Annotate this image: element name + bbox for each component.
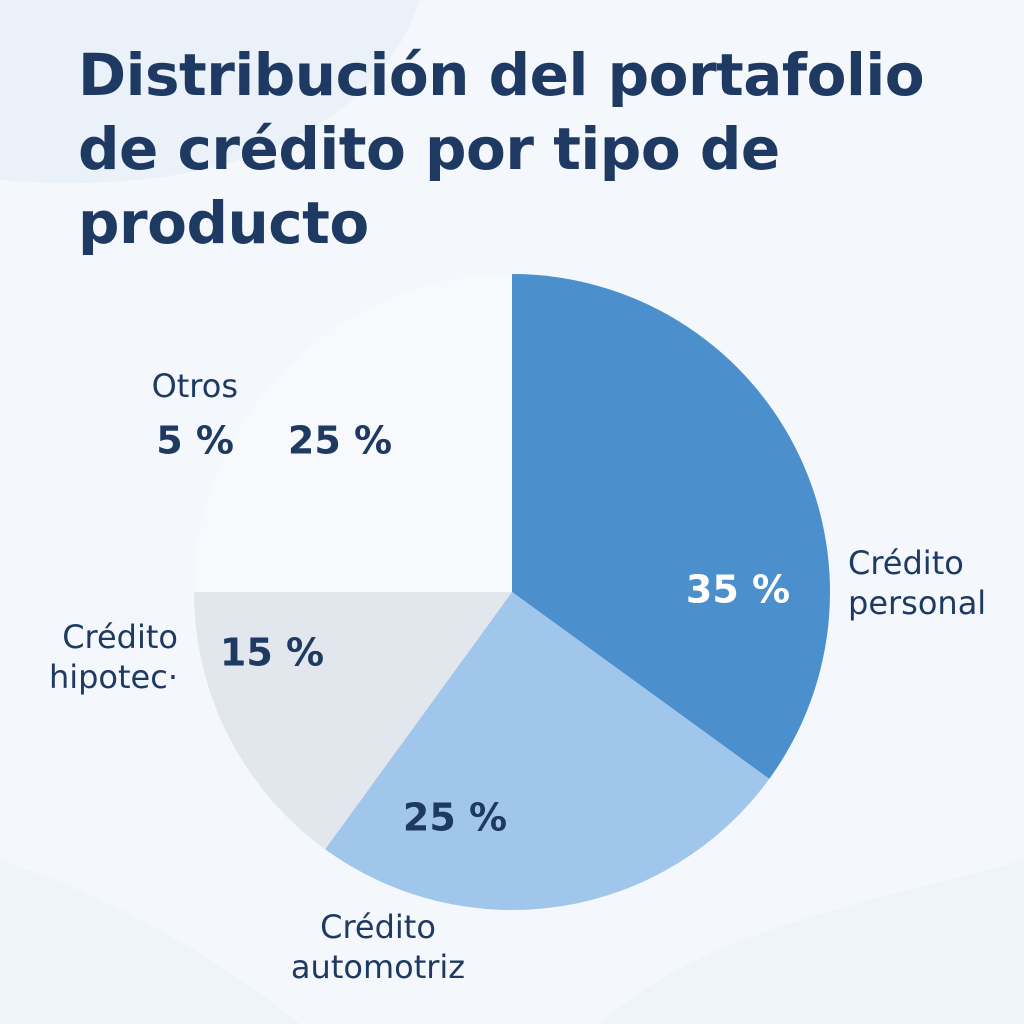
others-extra-value-label: 5 %: [156, 419, 234, 463]
slice-value-label: 25 %: [403, 796, 507, 840]
slice-value-label: 25 %: [288, 419, 392, 463]
background-wave-bottom-left: [0, 860, 300, 1024]
pie-labels: 35 % Crédito personal 25 % Crédito automotriz…: [49, 367, 986, 986]
slice-category-label: Crédito automotriz: [291, 908, 465, 986]
pie-slices: [194, 274, 831, 911]
pie-slice: [194, 592, 512, 850]
chart-title: Distribución del portafolio de crédito p…: [78, 41, 925, 257]
slice-value-label: 15 %: [220, 631, 324, 675]
pie-slice: [194, 274, 512, 592]
slice-category-label: Crédito hipotec·: [49, 618, 178, 696]
background-wave-top-left: [0, 0, 420, 184]
background-wave-bottom-right: [600, 860, 1024, 1024]
pie-slice: [512, 274, 831, 779]
pie-slice: [325, 592, 770, 911]
slice-category-label: Crédito personal: [848, 544, 986, 622]
slice-value-label: 35 %: [686, 568, 790, 612]
slice-category-label: Otros: [152, 367, 238, 405]
